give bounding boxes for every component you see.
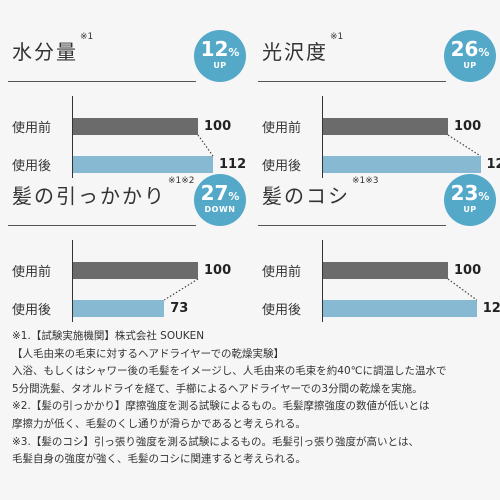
footnote-line: ※1.【試験実施機関】株式会社 SOUKEN — [12, 330, 205, 342]
bar-after — [323, 156, 481, 173]
y-axis-line — [72, 96, 73, 178]
bar-value-label: 100 — [454, 119, 482, 134]
bar-value-label: 100 — [454, 263, 482, 278]
dotted-connector-line — [447, 134, 481, 157]
badge-direction: DOWN — [204, 205, 236, 214]
label-after: 使用後 — [12, 303, 52, 318]
chart-panel: 髪のコシ※1※3 23%UP 使用前 100 使用後 123 — [258, 172, 500, 322]
chart-panel: 水分量※1 12% UP 使用前 100 使用後 112 — [8, 28, 246, 178]
label-before: 使用前 — [262, 121, 302, 136]
chart-title-text: 髪のコシ — [262, 184, 350, 208]
y-axis-line — [322, 96, 323, 178]
footnote-line: 入浴、もしくはシャワー後の毛髪をイメージし、人毛由来の毛束を約40℃に調温した温… — [12, 365, 447, 378]
change-badge: 23% UP — [444, 174, 496, 226]
bar-after — [73, 156, 213, 173]
label-after: 使用後 — [12, 159, 52, 174]
bar-value-label: 123 — [482, 301, 500, 316]
y-axis-line — [72, 240, 73, 322]
chart-panel: 光沢度※1 26%UP 使用前 100 使用後 126 — [258, 28, 500, 178]
y-axis-line — [322, 240, 323, 322]
badge-percent: 26% — [444, 39, 496, 63]
change-connector — [447, 134, 481, 157]
chart-title-text: 光沢度 — [262, 40, 328, 64]
badge-percent-sign: % — [478, 46, 490, 59]
footnote-ref: ※1 — [80, 32, 94, 42]
footnote-line: 5分間洗髪、タオルドライを経て、手櫛によるヘアドライヤーでの3分間の乾燥を実施。 — [12, 382, 423, 395]
badge-percent-sign: % — [228, 190, 240, 203]
change-connector — [447, 278, 478, 301]
bar-value-label: 100 — [204, 119, 232, 134]
badge-percent: 27% — [194, 183, 246, 207]
change-badge: 12% UP — [194, 30, 246, 82]
chart-title: 髪のコシ※1※3 — [262, 176, 379, 209]
bar-after — [73, 300, 165, 317]
label-before: 使用前 — [262, 265, 302, 280]
footnote-line: ※2.【髪の引っかかり】摩擦強度を測る試験によるもの。毛髪摩擦強度の数値が低いと… — [12, 400, 430, 413]
label-after: 使用後 — [262, 159, 302, 174]
badge-percent-sign: % — [228, 46, 240, 59]
dotted-connector-line — [163, 278, 199, 301]
chart-title: 光沢度※1 — [262, 32, 343, 65]
bar-value-label: 100 — [204, 263, 232, 278]
label-before: 使用前 — [12, 265, 52, 280]
title-underline — [8, 225, 196, 226]
badge-percent: 23% — [444, 183, 496, 207]
dotted-connector-line — [447, 278, 478, 301]
bar-value-label: 73 — [170, 301, 189, 316]
label-before: 使用前 — [12, 121, 52, 136]
chart-panel: 髪の引っかかり※1※2 27% DOWN 使用前 100 使用後 73 — [8, 172, 246, 322]
footnotes: ※1.【試験実施機関】株式会社 SOUKEN 【人毛由来の毛束に対するヘアドライ… — [12, 328, 492, 469]
bar-before — [73, 262, 198, 279]
badge-number: 23 — [450, 181, 479, 205]
title-underline — [258, 225, 446, 226]
footnote-ref: ※1※2 — [168, 176, 195, 186]
bar-value-label: 126 — [486, 157, 500, 172]
chart-title-text: 髪の引っかかり — [12, 184, 166, 208]
change-badge: 27% DOWN — [194, 174, 246, 226]
bar-before — [323, 118, 448, 135]
footnote-line: 毛髪自身の強度が強く、毛髪のコシに関連すると考えられる。 — [12, 453, 306, 466]
title-underline — [8, 81, 196, 82]
footnote-line: 摩擦力が低く、毛髪のくし通りが滑らかであると考えられる。 — [12, 417, 306, 430]
badge-number: 26 — [450, 37, 479, 61]
badge-direction: UP — [213, 61, 227, 70]
label-after: 使用後 — [262, 303, 302, 318]
footnote-ref: ※1※3 — [352, 176, 379, 186]
change-badge: 26% UP — [444, 30, 496, 82]
badge-percent-sign: % — [478, 190, 490, 203]
footnote-line: ※3.【髪のコシ】引っ張り強度を測る試験によるもの。毛髪引っ張り強度が高いとは、 — [12, 435, 419, 448]
badge-direction: UP — [463, 205, 477, 214]
badge-direction: UP — [463, 61, 477, 70]
dotted-connector-line — [197, 134, 214, 157]
bar-after — [323, 300, 477, 317]
footnote-line: 【人毛由来の毛束に対するヘアドライヤーでの乾燥実験】 — [12, 347, 285, 360]
chart-title: 髪の引っかかり※1※2 — [12, 176, 195, 209]
footnote-ref: ※1 — [330, 32, 344, 42]
change-connector — [197, 134, 214, 157]
change-connector — [163, 278, 199, 301]
chart-title: 水分量※1 — [12, 32, 93, 65]
badge-number: 12 — [200, 37, 229, 61]
bar-before — [73, 118, 198, 135]
title-underline — [258, 81, 446, 82]
badge-number: 27 — [200, 181, 229, 205]
chart-title-text: 水分量 — [12, 40, 78, 64]
bar-before — [323, 262, 448, 279]
bar-value-label: 112 — [219, 157, 247, 172]
badge-percent: 12% — [194, 39, 246, 63]
